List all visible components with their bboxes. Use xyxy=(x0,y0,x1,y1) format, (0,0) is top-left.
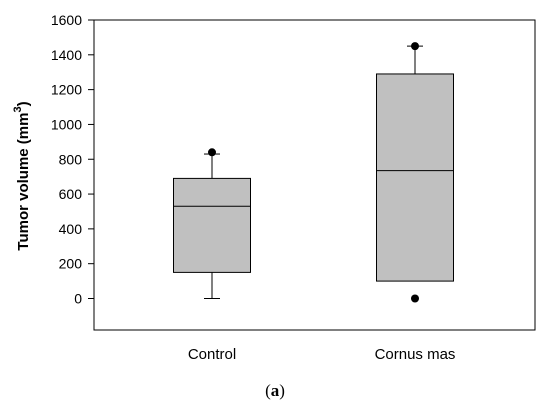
box xyxy=(173,177,251,273)
box xyxy=(376,73,454,282)
outlier-point xyxy=(208,148,216,157)
y-axis-label-suffix: ) xyxy=(15,101,32,106)
y-tick-label: 1200 xyxy=(51,82,82,98)
plot-frame xyxy=(93,19,536,331)
box-plot-chart: 0 200 400 600 800 1000 1200 1400 1600 Control Cor… xyxy=(12,12,536,363)
y-tick-label: 0 xyxy=(74,291,82,307)
x-category-label: Control xyxy=(188,346,236,363)
y-axis: 0 200 400 600 800 1000 1200 1400 1600 xyxy=(51,12,94,307)
boxes xyxy=(173,42,454,303)
y-tick-label: 800 xyxy=(59,151,83,167)
x-axis-labels: Control Cornus mas xyxy=(188,346,456,363)
y-tick-label: 600 xyxy=(59,186,83,202)
outlier-point xyxy=(411,42,419,51)
y-tick-label: 1600 xyxy=(51,12,82,28)
y-tick-label: 1000 xyxy=(51,116,82,132)
caption-letter: a xyxy=(270,381,280,400)
caption-close: ) xyxy=(279,381,285,400)
caption-open: ( xyxy=(265,381,271,400)
y-tick-label: 200 xyxy=(59,256,83,272)
y-tick-label: 1400 xyxy=(51,47,82,63)
outlier-point xyxy=(411,294,419,303)
y-axis-label-superscript: 3 xyxy=(12,106,24,112)
x-category-label: Cornus mas xyxy=(375,346,456,363)
y-axis-label: Tumor volume (mm3) xyxy=(12,101,32,250)
y-tick-label: 400 xyxy=(59,221,83,237)
figure-caption: (a) xyxy=(0,381,550,401)
